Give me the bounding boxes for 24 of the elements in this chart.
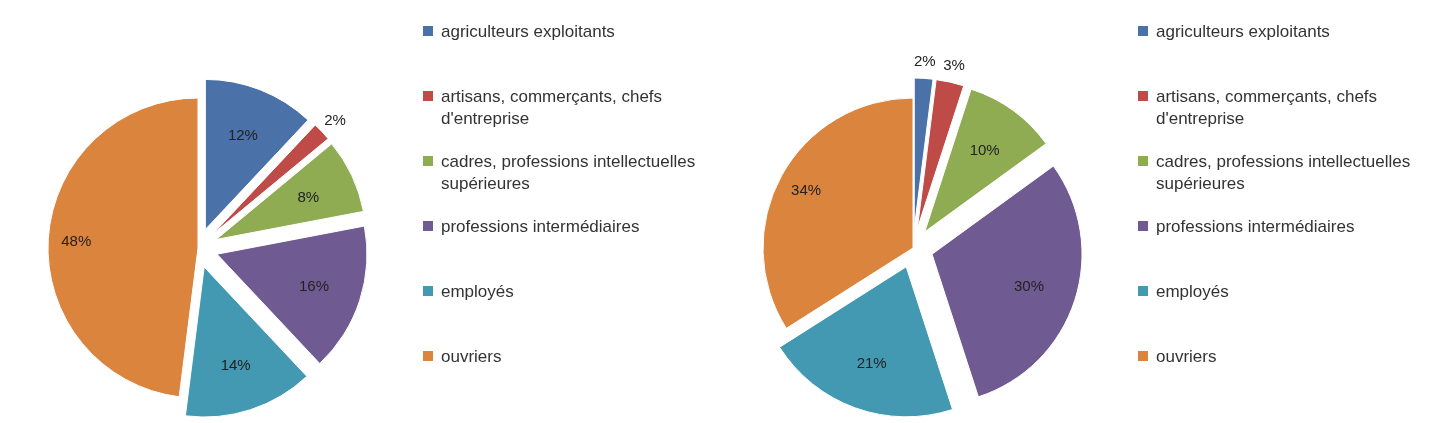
- legend-label: professions intermédiaires: [441, 215, 640, 238]
- legend-label: artisans, commerçants, chefs d'entreprise: [1156, 85, 1379, 130]
- data-label: 14%: [220, 355, 251, 373]
- legend-label: agriculteurs exploitants: [1156, 20, 1330, 43]
- legend-label: ouvriers: [441, 345, 502, 368]
- data-label: 3%: [943, 56, 965, 74]
- legend-label: employés: [441, 280, 514, 303]
- legend-label: professions intermédiaires: [1156, 215, 1355, 238]
- legend-label: ouvriers: [1156, 345, 1217, 368]
- legend-label: cadres, professions intellectuelles supérieures: [1156, 150, 1412, 195]
- data-label: 12%: [227, 126, 258, 144]
- data-label: 21%: [856, 354, 887, 372]
- legend-label: employés: [1156, 280, 1229, 303]
- data-label: 8%: [297, 187, 320, 205]
- data-label: 34%: [791, 180, 822, 198]
- data-label: 30%: [1014, 277, 1045, 295]
- data-label: 48%: [61, 231, 92, 249]
- legend-label: artisans, commerçants, chefs d'entreprise: [441, 85, 664, 130]
- data-label: 2%: [913, 51, 936, 69]
- legend-label: cadres, professions intellectuelles supérieures: [441, 150, 697, 195]
- legend-label: agriculteurs exploitants: [441, 20, 615, 43]
- data-label: 2%: [324, 110, 346, 128]
- data-label: 10%: [969, 140, 1000, 158]
- data-label: 16%: [299, 277, 330, 295]
